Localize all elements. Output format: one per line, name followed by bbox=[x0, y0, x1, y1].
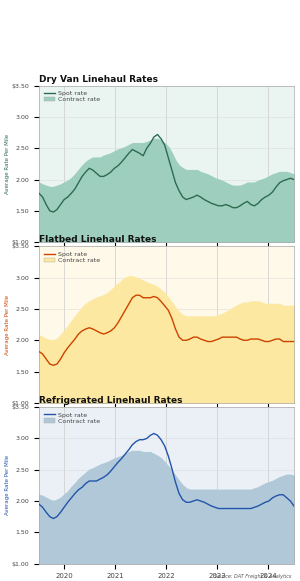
Text: U.S. Spot and Contract
Truckload Rate Trends: U.S. Spot and Contract Truckload Rate Tr… bbox=[46, 25, 253, 59]
Y-axis label: Average Rate Per Mile: Average Rate Per Mile bbox=[5, 134, 10, 194]
Legend: Spot rate, Contract rate: Spot rate, Contract rate bbox=[42, 410, 102, 426]
Legend: Spot rate, Contract rate: Spot rate, Contract rate bbox=[42, 250, 102, 265]
Text: Source: DAT Freight & Analytics: Source: DAT Freight & Analytics bbox=[214, 573, 291, 579]
Text: Flatbed Linehaul Rates: Flatbed Linehaul Rates bbox=[39, 235, 157, 244]
Y-axis label: Average Rate Per Mile: Average Rate Per Mile bbox=[5, 295, 10, 354]
Y-axis label: Average Rate Per Mile: Average Rate Per Mile bbox=[5, 456, 10, 515]
Text: Refrigerated Linehaul Rates: Refrigerated Linehaul Rates bbox=[39, 396, 182, 405]
Legend: Spot rate, Contract rate: Spot rate, Contract rate bbox=[42, 89, 102, 104]
Text: Dry Van Linehaul Rates: Dry Van Linehaul Rates bbox=[39, 74, 158, 84]
